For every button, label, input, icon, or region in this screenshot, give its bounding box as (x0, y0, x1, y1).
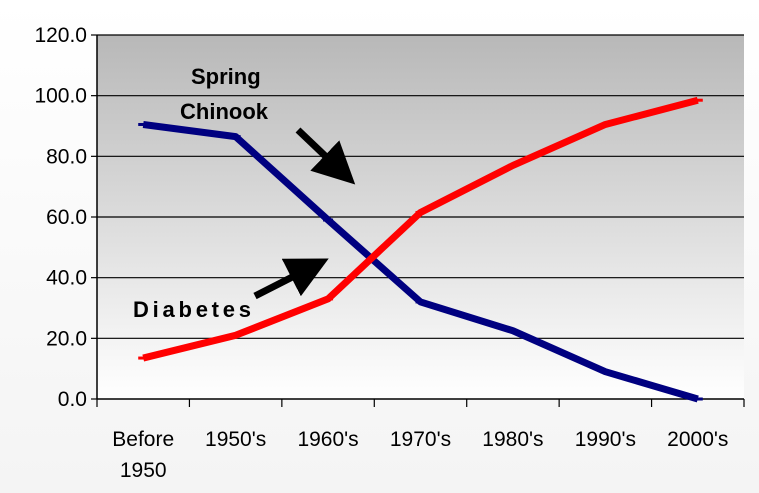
x-tick-label: 1990's (575, 428, 636, 451)
y-tick-label: 0.0 (58, 388, 87, 411)
x-tick-label: 1950 (120, 459, 167, 482)
x-tick-label: 1960's (297, 428, 358, 451)
x-tick-label: 1950's (205, 428, 266, 451)
y-axis-ticks: 0.0 20.0 40.0 60.0 80.0 100.0 120.0 (34, 24, 97, 411)
y-tick-label: 20.0 (46, 327, 87, 350)
chinook-arrow (295, 127, 356, 185)
chinook-label-line-1: Spring (191, 64, 261, 89)
y-tick-label: 40.0 (46, 267, 87, 290)
x-tick-label: 1970's (390, 428, 451, 451)
x-tick-label: 2000's (667, 428, 728, 451)
series-lines (138, 96, 703, 403)
y-tick-label: 100.0 (34, 85, 87, 108)
diabetes-arrow (253, 258, 329, 300)
y-tick-label: 80.0 (46, 145, 87, 168)
x-tick-label: 1980's (482, 428, 543, 451)
y-tick-label: 60.0 (46, 206, 87, 229)
chinook-label-line-2: Chinook (180, 99, 269, 124)
y-tick-label: 120.0 (34, 24, 87, 47)
x-tick-label: Before (112, 428, 174, 451)
x-axis-ticks: Before 1950 1950's 1960's 1970's 1980's 1990's… (96, 399, 745, 482)
